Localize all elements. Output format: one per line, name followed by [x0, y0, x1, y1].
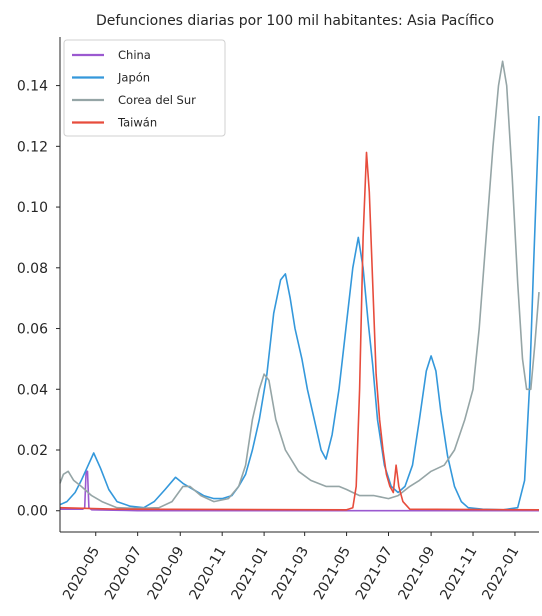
x-tick-label: 2020-07: [102, 544, 145, 603]
x-tick-label: 2020-05: [60, 544, 103, 603]
x-tick-label: 2021-03: [269, 544, 312, 603]
y-tick-label: 0.10: [17, 200, 48, 216]
x-tick-label: 2021-09: [395, 544, 438, 603]
y-tick-label: 0.08: [17, 261, 48, 277]
legend-label-2: Corea del Sur: [118, 93, 196, 107]
x-tick-label: 2021-05: [311, 544, 354, 603]
series-line-0: [60, 470, 539, 512]
chart-title: Defunciones diarias por 100 mil habitant…: [96, 13, 494, 29]
x-tick-label: 2020-11: [187, 544, 230, 603]
series-line-3: [59, 151, 540, 511]
series-line-2: [59, 60, 540, 510]
y-axis-ticks: 0.00 0.02 0.04 0.06 0.08 0.10 0.12 0.14: [17, 79, 60, 520]
y-tick-label: 0.14: [17, 79, 48, 95]
legend-label-0: China: [118, 48, 151, 62]
x-tick-label: 2020-09: [145, 544, 188, 603]
legend-box: [63, 39, 226, 137]
series-line-1: [59, 115, 540, 511]
y-tick-label: 0.04: [17, 382, 48, 398]
legend-label-1: Japón: [117, 71, 150, 85]
y-tick-label: 0.02: [17, 443, 48, 459]
legend: China Japón Corea del Sur Taiwán: [63, 39, 226, 137]
x-tick-label: 2021-07: [353, 544, 396, 603]
legend-label-3: Taiwán: [117, 116, 157, 130]
y-tick-label: 0.12: [17, 139, 48, 155]
x-tick-label: 2021-11: [437, 544, 480, 603]
series-layer: [59, 60, 540, 512]
y-tick-label: 0.06: [17, 322, 48, 338]
x-tick-label: 2021-01: [228, 544, 271, 603]
x-tick-label: 2022-01: [479, 544, 522, 603]
y-tick-label: 0.00: [17, 504, 48, 520]
